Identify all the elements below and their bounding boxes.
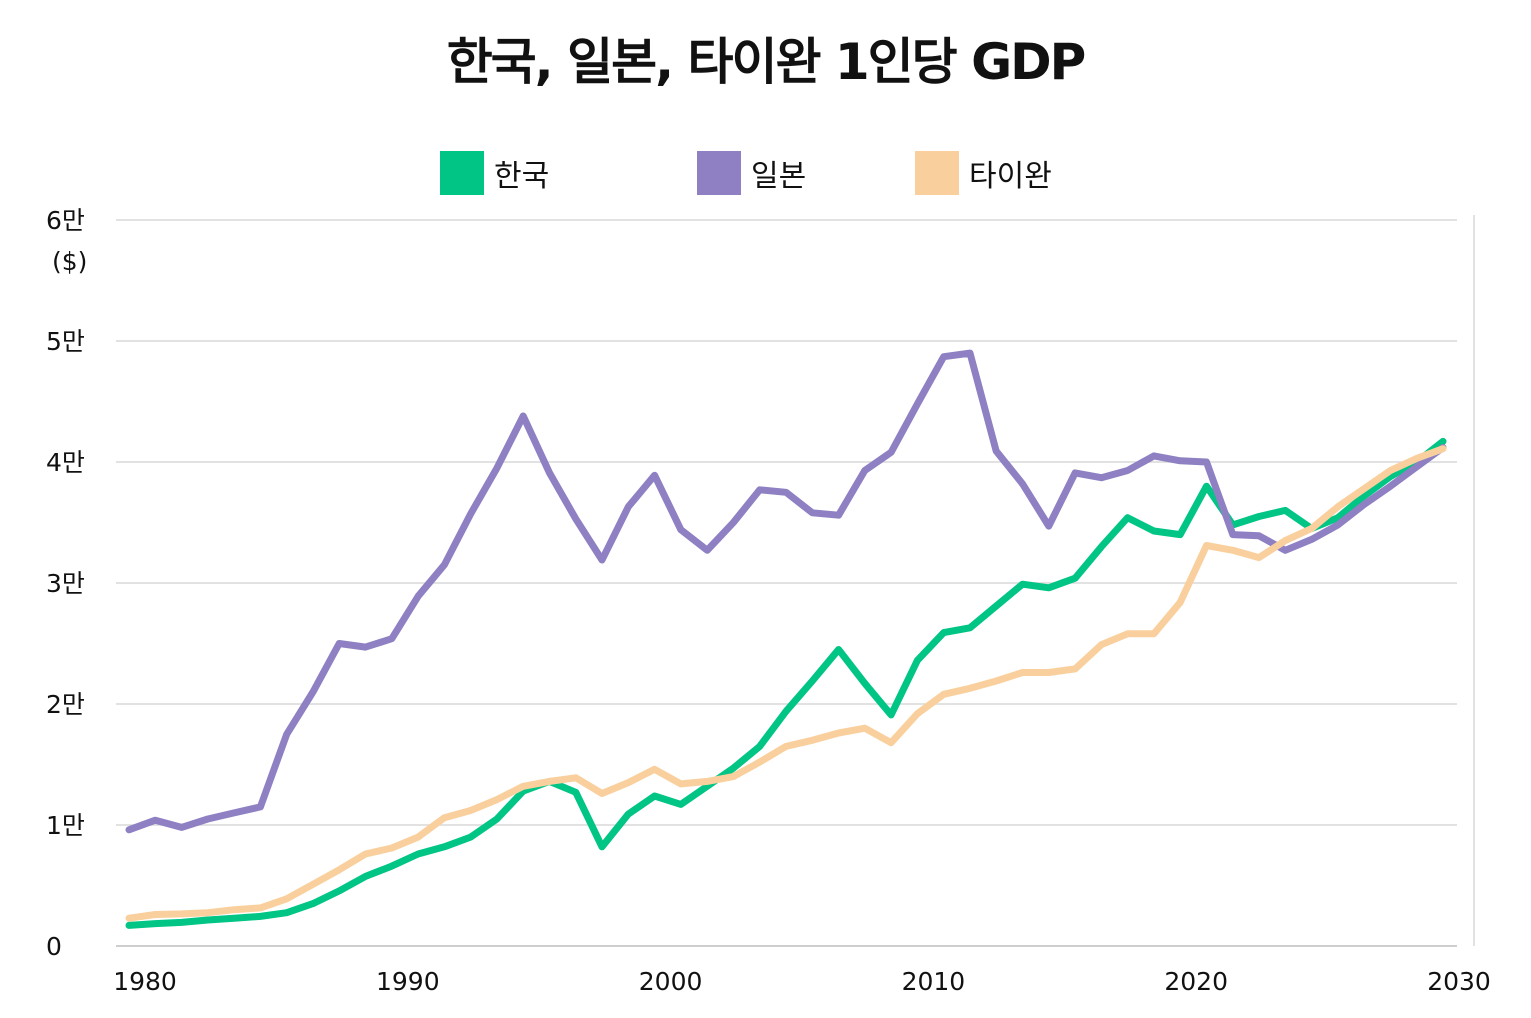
y-tick-label: 4만 [46,448,85,477]
legend-item-taiwan: 타이완 [915,148,1052,198]
x-tick-label: 2000 [639,967,703,996]
x-tick-label: 2020 [1164,967,1228,996]
y-axis-label: ($) [52,247,87,276]
legend-label-japan: 일본 [751,159,807,194]
series-line-korea [125,437,1447,929]
chart-title: 한국, 일본, 타이완 1인당 GDP [446,33,1087,91]
legend-swatch-japan [697,151,741,195]
series-line-taiwan [125,445,1447,922]
legend-swatch-korea [440,151,484,195]
y-tick-label: 0 [46,932,62,961]
legend-label-taiwan: 타이완 [969,159,1052,194]
y-tick-label: 6만 [46,206,85,235]
y-tick-label: 5만 [46,327,85,356]
legend-item-korea: 한국 [440,148,549,198]
y-tick-label: 3만 [46,569,85,598]
legend: 한국 일본 타이완 [0,148,1531,198]
legend-label-korea: 한국 [494,159,550,194]
series-line-japan [125,349,1447,834]
x-tick-label: 2030 [1427,967,1491,996]
x-tick-label: 2010 [902,967,966,996]
legend-item-japan: 일본 [697,148,806,198]
x-tick-label: 1990 [376,967,440,996]
y-tick-label: 1만 [46,811,85,840]
legend-swatch-taiwan [915,151,959,195]
y-tick-label: 2만 [46,690,85,719]
x-tick-label: 1980 [113,967,177,996]
